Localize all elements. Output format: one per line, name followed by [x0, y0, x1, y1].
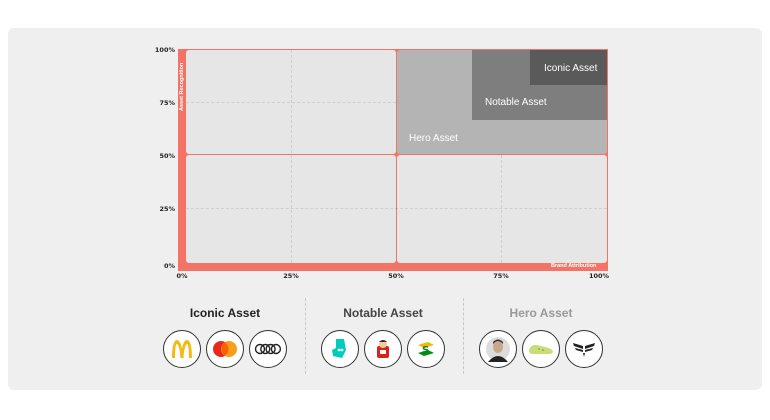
- y-tick-100: 100%: [154, 46, 175, 54]
- x-tick-50: 50%: [388, 272, 404, 280]
- x-tick-75: 75%: [493, 272, 509, 280]
- x-tick-0: 0%: [176, 272, 188, 280]
- notable-zone-label: Notable Asset: [485, 97, 547, 108]
- legend-group-notable: Notable Asset S: [308, 300, 458, 372]
- celebrity-face-icon: [479, 330, 517, 368]
- y-axis-label: Asset Recognition: [179, 62, 185, 111]
- legend-title-hero: Hero Asset: [509, 306, 573, 320]
- legend-divider: [305, 298, 306, 374]
- legend-divider: [463, 298, 464, 374]
- grid-line: [291, 50, 292, 263]
- mastercard-logo-icon: [206, 330, 244, 368]
- svg-text:S: S: [422, 345, 429, 356]
- legend-group-iconic: Iconic Asset: [150, 300, 300, 372]
- grid-line: [186, 102, 396, 103]
- kinder-logo-icon: [364, 330, 402, 368]
- hero-zone-label: Hero Asset: [409, 133, 458, 144]
- iconic-zone: [530, 50, 607, 85]
- grid-line: [186, 208, 607, 209]
- matrix-frame: Iconic Asset Notable Asset Hero Asset As…: [178, 49, 608, 271]
- iconic-zone-label: Iconic Asset: [544, 63, 598, 74]
- y-tick-75: 75%: [159, 99, 175, 107]
- green-shoe-icon: [522, 330, 560, 368]
- y-tick-0: 0%: [163, 262, 175, 270]
- audi-logo-icon: [249, 330, 287, 368]
- quadrant-top-left: [186, 50, 396, 154]
- y-tick-25: 25%: [159, 205, 175, 213]
- subway-logo-icon: S: [407, 330, 445, 368]
- mcdonalds-logo-icon: [163, 330, 201, 368]
- legend-group-hero: Hero Asset: [466, 300, 616, 372]
- legend-title-iconic: Iconic Asset: [189, 306, 261, 320]
- x-tick-100: 100%: [588, 272, 610, 280]
- quadrant-bottom-left: [186, 155, 396, 263]
- y-tick-50: 50%: [159, 152, 175, 160]
- x-axis-label: Brand Attribution: [551, 263, 597, 269]
- deliveroo-logo-icon: [321, 330, 359, 368]
- grid-line: [501, 155, 502, 263]
- x-tick-25: 25%: [283, 272, 299, 280]
- quadrant-bottom-right: [397, 155, 607, 263]
- legend-title-notable: Notable Asset: [343, 306, 423, 320]
- armani-eagle-icon: [565, 330, 603, 368]
